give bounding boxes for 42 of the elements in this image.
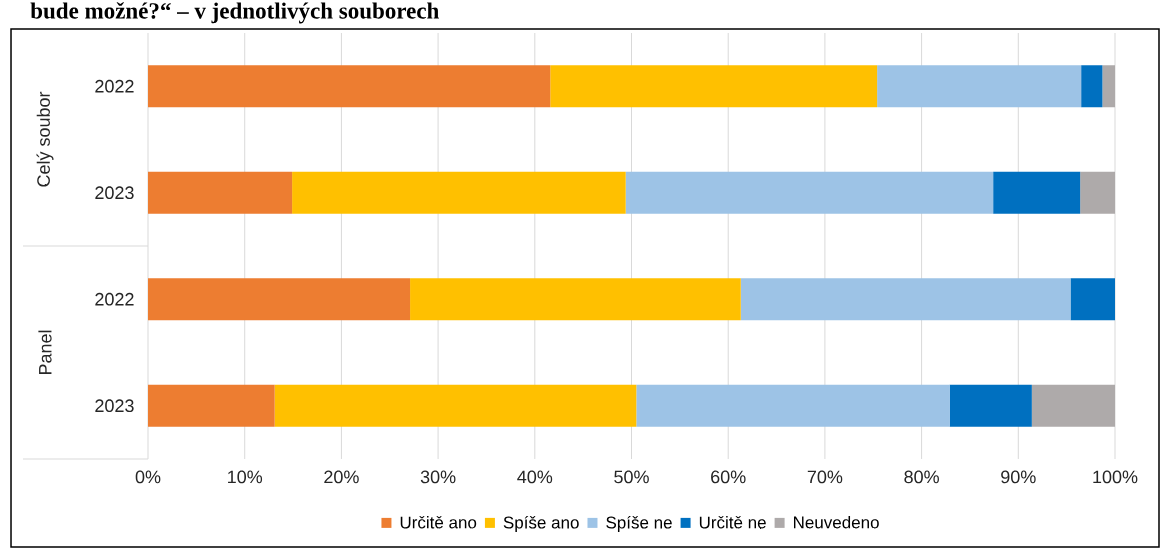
- legend-label: Spíše ano: [503, 515, 579, 532]
- x-tick-label: 90%: [1001, 470, 1036, 484]
- bar: [877, 65, 1082, 108]
- legend-label: Určitě ne: [699, 515, 766, 529]
- y-tick-label: 2023: [95, 186, 134, 200]
- bar: [148, 171, 293, 214]
- bar: [625, 171, 994, 214]
- text: Panel: [38, 330, 52, 375]
- x-tick-label: 0%: [135, 470, 161, 484]
- x-tick-label: 50%: [614, 470, 649, 484]
- bar: [550, 65, 878, 108]
- x-tick-label: 100%: [1093, 470, 1138, 484]
- bar: [740, 278, 1071, 321]
- x-tick-label: 10%: [228, 470, 263, 484]
- legend-label: Spíše ne: [606, 515, 672, 532]
- x-tick-label: 40%: [517, 470, 553, 484]
- bar: [292, 171, 626, 214]
- bar: [1081, 65, 1103, 108]
- bar: [148, 65, 551, 108]
- bar: [636, 384, 950, 427]
- chart-title: bude možné?“ – v jednotlivých souborech: [30, 2, 439, 24]
- x-tick-label: 70%: [807, 470, 843, 484]
- text: Celý soubor: [36, 91, 54, 187]
- bar: [274, 384, 637, 427]
- bar: [410, 278, 741, 321]
- bar: [949, 384, 1032, 427]
- x-tick-label: 30%: [420, 470, 456, 484]
- bar: [148, 278, 411, 321]
- y-tick-label: 2022: [95, 292, 134, 306]
- bar: [1080, 171, 1115, 214]
- legend-label: Určitě ano: [400, 515, 477, 529]
- x-tick-label: 80%: [904, 470, 939, 484]
- y-tick-label: 2022: [95, 79, 134, 93]
- bar: [1070, 278, 1115, 321]
- x-tick-label: 60%: [711, 470, 746, 484]
- legend-label: Neuvedeno: [794, 515, 879, 529]
- bar: [1031, 384, 1115, 427]
- bar: [1102, 65, 1115, 108]
- bar: [148, 384, 275, 427]
- x-tick-label: 20%: [324, 470, 359, 484]
- bar: [993, 171, 1081, 214]
- y-tick-label: 2023: [95, 399, 134, 413]
